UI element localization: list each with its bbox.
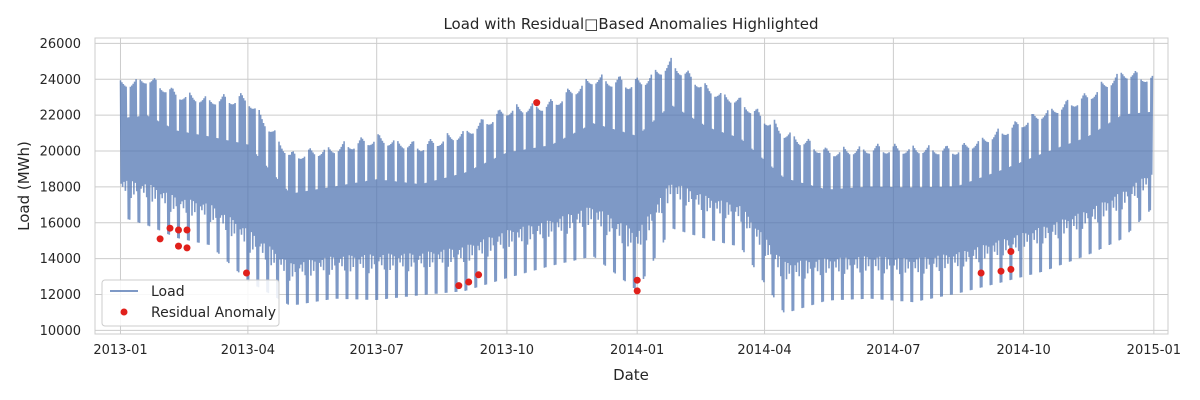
load-series-line: [119, 57, 1154, 313]
y-tick-label: 18000: [40, 180, 81, 195]
anomaly-point: [166, 224, 174, 232]
y-tick-label: 20000: [40, 145, 81, 160]
anomaly-point: [1007, 265, 1015, 273]
x-tick-label: 2013-04: [221, 343, 275, 358]
x-tick-label: 2014-01: [610, 343, 664, 358]
y-tick-label: 14000: [40, 252, 81, 267]
anomaly-point: [465, 278, 473, 286]
anomaly-point: [533, 99, 541, 107]
x-tick-labels: 2013-01 2013-04 2013-07 2013-10 2014-01 2014-…: [93, 343, 1181, 358]
x-tick-label: 2014-10: [996, 343, 1050, 358]
y-tick-label: 12000: [40, 288, 81, 303]
anomaly-point: [175, 242, 182, 250]
y-tick-label: 10000: [40, 324, 81, 339]
legend-load-label: Load: [151, 284, 185, 300]
x-tick-label: 2014-04: [737, 343, 791, 358]
legend-anomaly-swatch: [120, 308, 128, 316]
anomaly-point: [633, 287, 641, 295]
anomaly-point: [475, 271, 483, 279]
y-axis-label: Load (MWh): [15, 141, 33, 231]
x-tick-label: 2013-01: [93, 343, 147, 358]
x-tick-label: 2014-07: [866, 343, 920, 358]
anomaly-point: [243, 269, 250, 277]
y-tick-label: 16000: [40, 216, 81, 231]
plot-frame: [94, 37, 1169, 335]
series-layer: [119, 57, 1154, 313]
x-tick-label: 2015-01: [1127, 343, 1181, 358]
y-tick-label: 24000: [40, 73, 81, 88]
anomaly-point: [175, 226, 182, 234]
anomaly-point: [183, 226, 191, 234]
anomaly-point: [455, 282, 463, 290]
chart-title: Load with Residual□Based Anomalies Highl…: [443, 15, 818, 33]
anomaly-layer: [156, 99, 1015, 295]
legend: Load Residual Anomaly: [101, 279, 280, 327]
anomaly-point: [1007, 248, 1015, 255]
anomaly-point: [183, 244, 191, 252]
y-tick-label: 26000: [40, 37, 81, 52]
y-tick-labels: 10000 12000 14000 16000 18000 20000 22000 24000…: [40, 37, 81, 339]
y-tick-label: 22000: [40, 109, 81, 124]
anomaly-point: [156, 235, 164, 243]
x-tick-label: 2013-10: [480, 343, 534, 358]
anomaly-point: [977, 269, 985, 277]
legend-box: [101, 279, 280, 327]
anomaly-point: [997, 267, 1005, 275]
x-tick-label: 2013-07: [350, 343, 404, 358]
x-axis-label: Date: [613, 366, 649, 384]
anomaly-point: [633, 276, 641, 284]
legend-anomaly-label: Residual Anomaly: [151, 305, 276, 321]
